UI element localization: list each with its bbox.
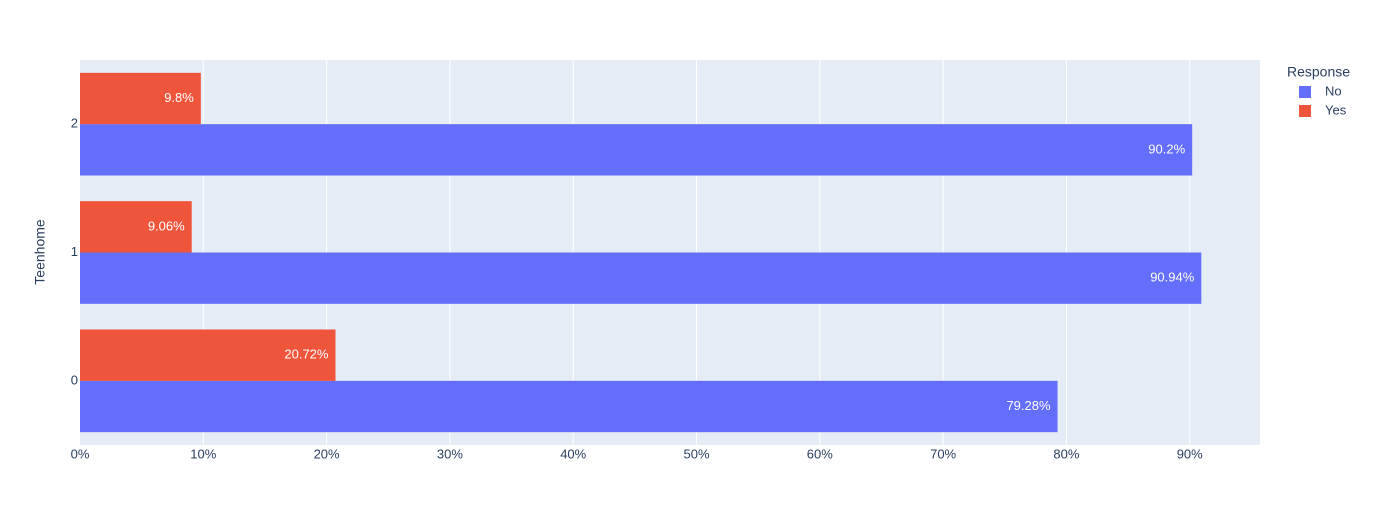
bar — [80, 124, 1193, 176]
bar — [80, 201, 192, 253]
x-tick-label: 10% — [190, 446, 216, 461]
bar — [80, 72, 201, 125]
x-tick-label: 50% — [683, 446, 709, 461]
legend-title: Response — [1287, 64, 1350, 80]
value-label: 9.8% — [164, 90, 194, 105]
legend-swatch — [1299, 105, 1311, 117]
x-tick-label: 80% — [1053, 446, 1079, 461]
value-label: 9.06% — [148, 218, 185, 233]
bar — [80, 329, 336, 381]
x-tick-label: 60% — [807, 446, 833, 461]
x-tick-label: 90% — [1177, 446, 1203, 461]
legend-label: No — [1325, 83, 1342, 98]
y-tick-label: 2 — [71, 116, 78, 131]
value-label: 79.28% — [1006, 398, 1051, 413]
x-tick-label: 0% — [71, 446, 90, 461]
y-tick-label: 0 — [71, 372, 78, 387]
value-label: 90.94% — [1150, 270, 1195, 285]
x-tick-label: 20% — [314, 446, 340, 461]
value-label: 20.72% — [284, 347, 329, 362]
x-tick-label: 40% — [560, 446, 586, 461]
bar — [80, 380, 1058, 433]
y-tick-label: 1 — [71, 244, 78, 259]
value-label: 90.2% — [1148, 141, 1185, 156]
x-tick-label: 70% — [930, 446, 956, 461]
legend-label: Yes — [1325, 102, 1347, 117]
x-tick-label: 30% — [437, 446, 463, 461]
legend-swatch — [1299, 86, 1311, 98]
bar — [80, 252, 1202, 304]
y-axis-title: Teenhome — [32, 219, 48, 285]
